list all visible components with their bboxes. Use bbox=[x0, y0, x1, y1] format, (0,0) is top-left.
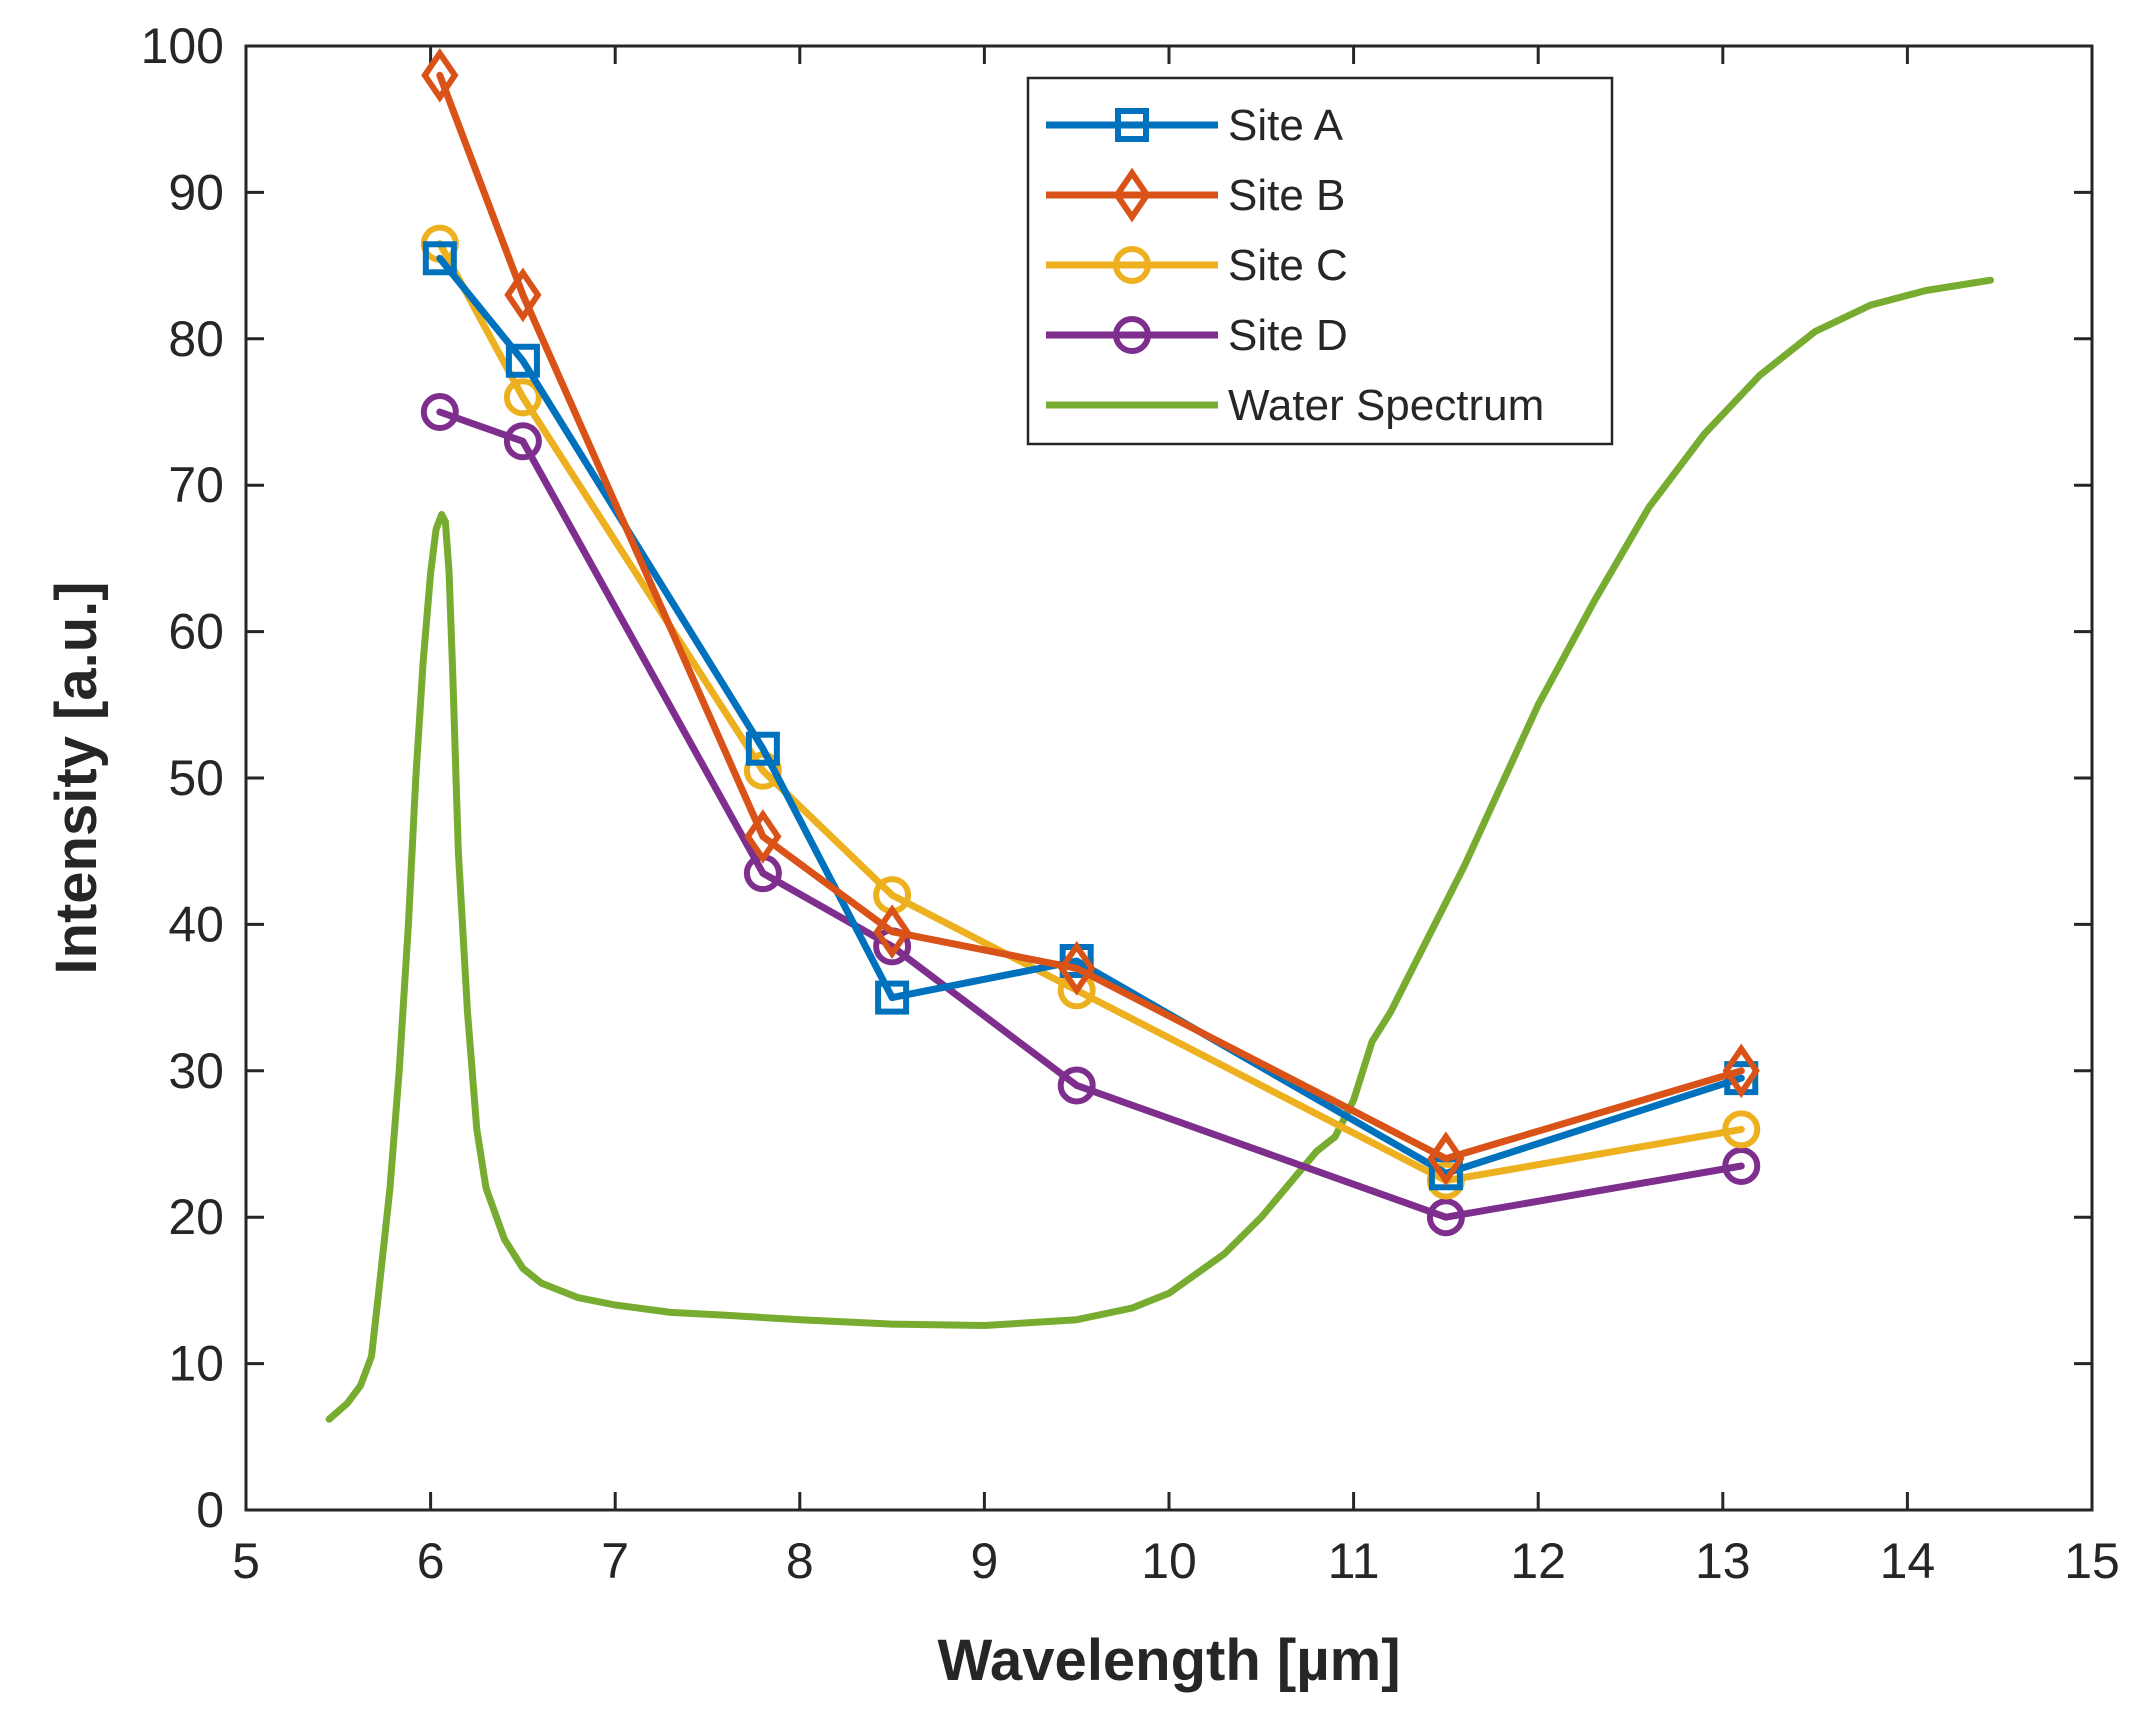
data-point-site-a bbox=[422, 241, 457, 276]
x-tick-label: 6 bbox=[417, 1533, 445, 1589]
legend-item-site-a: Site A bbox=[1046, 101, 1344, 150]
data-point-site-b bbox=[1722, 1043, 1760, 1099]
legend-item-site-c: Site C bbox=[1046, 241, 1348, 290]
axis-tick-labels: 5 6 7 8 9 10 11 12 13 14 15 0 10 20 30 40 50 60 70 80 90 100 bbox=[141, 18, 2120, 1589]
series-line-site-a bbox=[436, 254, 1745, 1177]
x-tick-label: 12 bbox=[1510, 1533, 1566, 1589]
series-layer bbox=[325, 47, 1994, 1423]
data-point-site-a bbox=[875, 980, 910, 1015]
x-tick-label: 8 bbox=[786, 1533, 814, 1589]
data-point-site-b bbox=[1427, 1131, 1465, 1186]
series-line-site-b bbox=[436, 71, 1745, 1163]
series-line-site-d bbox=[436, 408, 1745, 1221]
legend-label-site-b: Site B bbox=[1228, 171, 1345, 220]
data-point-site-b bbox=[421, 47, 459, 103]
x-axis-title: Wavelength [µm] bbox=[937, 1628, 1400, 1693]
series-site-a bbox=[422, 241, 1759, 1191]
x-tick-label: 15 bbox=[2064, 1533, 2120, 1589]
data-point-site-c bbox=[1722, 1110, 1761, 1149]
legend-item-site-d: Site D bbox=[1046, 311, 1348, 360]
series-site-d bbox=[420, 393, 1761, 1237]
data-point-site-b bbox=[1058, 940, 1096, 996]
y-tick-label: 80 bbox=[168, 311, 224, 367]
data-point-site-a bbox=[505, 343, 540, 378]
legend-label-site-d: Site D bbox=[1228, 311, 1348, 360]
x-tick-label: 7 bbox=[601, 1533, 629, 1589]
data-point-site-a bbox=[745, 731, 780, 766]
x-tick-label: 5 bbox=[232, 1533, 260, 1589]
legend-marker-site-d bbox=[1113, 316, 1151, 354]
x-tick-label: 13 bbox=[1695, 1533, 1751, 1589]
x-tick-label: 11 bbox=[1328, 1533, 1380, 1589]
y-tick-label: 90 bbox=[168, 164, 224, 220]
legend-item-site-b: Site B bbox=[1046, 167, 1345, 223]
legend-label-water-spectrum: Water Spectrum bbox=[1228, 381, 1544, 430]
series-water-spectrum bbox=[325, 276, 1994, 1423]
data-point-site-d bbox=[420, 393, 459, 431]
y-tick-label: 10 bbox=[168, 1336, 224, 1392]
series-site-b bbox=[421, 47, 1760, 1186]
data-point-site-d bbox=[1426, 1198, 1465, 1237]
y-tick-label: 20 bbox=[168, 1189, 224, 1245]
legend-marker-site-c bbox=[1113, 246, 1151, 284]
series-line-water-spectrum bbox=[325, 276, 1994, 1423]
y-tick-label: 60 bbox=[168, 604, 224, 660]
y-tick-label: 40 bbox=[168, 896, 224, 952]
x-tick-label: 10 bbox=[1141, 1533, 1197, 1589]
legend-marker-site-b bbox=[1113, 167, 1151, 223]
data-point-site-d bbox=[503, 422, 542, 461]
x-tick-label: 9 bbox=[970, 1533, 998, 1589]
legend-label-site-a: Site A bbox=[1228, 101, 1344, 150]
data-point-site-d bbox=[1057, 1066, 1096, 1105]
data-point-site-d bbox=[1722, 1146, 1761, 1185]
data-point-site-b bbox=[873, 904, 911, 960]
x-tick-label: 14 bbox=[1880, 1533, 1936, 1589]
y-tick-label: 70 bbox=[168, 457, 224, 513]
y-tick-label: 0 bbox=[196, 1482, 224, 1538]
data-point-site-c bbox=[503, 378, 542, 417]
y-axis-title: Intensity [a.u.] bbox=[44, 581, 109, 974]
data-point-site-b bbox=[744, 809, 782, 864]
axis-titles: Wavelength [µm] Intensity [a.u.] bbox=[44, 581, 1401, 1693]
data-point-site-b bbox=[504, 267, 542, 323]
legend: Site A Site B Site C Site D Water Spectrum bbox=[1026, 76, 1614, 446]
legend-item-water-spectrum: Water Spectrum bbox=[1046, 381, 1544, 430]
legend-label-site-c: Site C bbox=[1228, 241, 1348, 290]
y-tick-label: 50 bbox=[168, 750, 224, 806]
axis-ticks bbox=[244, 44, 2094, 1512]
y-tick-label: 30 bbox=[168, 1043, 224, 1099]
legend-marker-site-a bbox=[1115, 108, 1149, 142]
y-tick-label: 100 bbox=[141, 18, 224, 74]
